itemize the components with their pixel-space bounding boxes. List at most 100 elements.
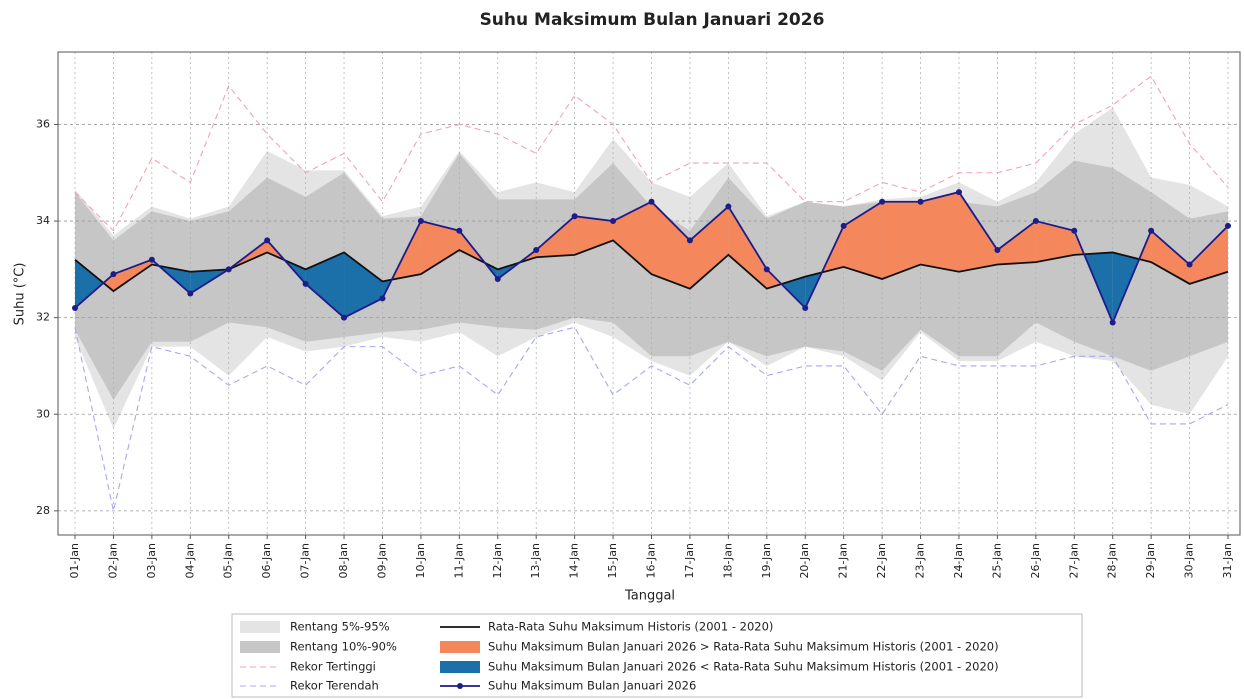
- legend-box: [231, 613, 1083, 698]
- diff-fill: [1151, 230, 1190, 284]
- diff-fill: [344, 252, 383, 318]
- y-tick-label: 28: [36, 504, 50, 517]
- chart-title: Suhu Maksimum Bulan Januari 2026: [480, 10, 825, 30]
- x-tick-label: 21-Jan: [837, 543, 850, 579]
- diff-fill: [958, 192, 998, 272]
- diff-fill: [1035, 221, 1075, 263]
- diff-fill: [1189, 225, 1228, 284]
- legend-label: Rentang 5%-95%: [290, 620, 390, 634]
- legend-label: Suhu Maksimum Bulan Januari 2026 < Rata-…: [488, 660, 999, 674]
- point: [1148, 227, 1155, 234]
- point: [302, 280, 309, 287]
- legend-swatch: [440, 661, 480, 673]
- diff-fill: [75, 259, 104, 308]
- x-axis-label: Tanggal: [624, 589, 675, 604]
- x-tick-label: 14-Jan: [568, 543, 581, 579]
- y-tick-label: 30: [36, 407, 50, 420]
- x-tick-label: 17-Jan: [683, 543, 696, 579]
- legend-label: Suhu Maksimum Bulan Januari 2026 > Rata-…: [488, 640, 999, 654]
- diff-fill: [113, 259, 152, 292]
- x-tick-label: 29-Jan: [1144, 543, 1157, 579]
- point: [879, 198, 886, 205]
- point: [110, 271, 117, 278]
- diff-fill: [920, 192, 959, 272]
- x-tick-label: 26-Jan: [1029, 543, 1042, 579]
- x-tick-label: 25-Jan: [990, 543, 1003, 579]
- legend-label: Rentang 10%-90%: [290, 640, 397, 654]
- x-tick-label: 27-Jan: [1067, 543, 1080, 579]
- point: [264, 237, 271, 244]
- x-tick-label: 10-Jan: [414, 543, 427, 579]
- x-tick-label: 04-Jan: [183, 543, 196, 579]
- diff-fill: [103, 274, 114, 292]
- x-tick-label: 22-Jan: [875, 543, 888, 579]
- x-tick-label: 02-Jan: [106, 543, 119, 579]
- diff-fill: [689, 206, 729, 289]
- point: [1225, 222, 1231, 229]
- x-tick-label: 19-Jan: [760, 543, 773, 579]
- line: [74, 239, 1229, 293]
- point: [955, 189, 962, 196]
- point: [840, 222, 847, 229]
- diff-fill: [781, 276, 806, 308]
- plot-frame: [57, 51, 1241, 536]
- x-tick-label: 07-Jan: [299, 543, 312, 579]
- legend-label: Rekor Terendah: [290, 679, 379, 693]
- point: [648, 198, 655, 205]
- legend-swatch: [240, 641, 280, 653]
- point: [1071, 227, 1078, 234]
- point: [417, 218, 424, 225]
- diff-fill: [613, 201, 652, 275]
- point: [994, 247, 1001, 254]
- x-tick-label: 13-Jan: [529, 543, 542, 579]
- x-tick-label: 05-Jan: [222, 543, 235, 579]
- x-tick-label: 06-Jan: [260, 543, 273, 579]
- point: [610, 218, 617, 225]
- legend-label: Rata-Rata Suhu Maksimum Historis (2001 -…: [488, 620, 773, 634]
- point: [187, 290, 194, 297]
- line: [74, 326, 1229, 511]
- y-tick-label: 36: [36, 117, 50, 130]
- x-tick-label: 18-Jan: [721, 543, 734, 579]
- x-tick-label: 09-Jan: [375, 543, 388, 579]
- diff-fill: [420, 221, 460, 275]
- point: [917, 198, 924, 205]
- point: [686, 237, 693, 244]
- x-tick-label: 11-Jan: [452, 543, 465, 579]
- legend-label: Rekor Tertinggi: [290, 660, 376, 674]
- diff-fill: [574, 216, 614, 255]
- point: [1109, 319, 1116, 326]
- x-tick-label: 16-Jan: [645, 543, 658, 579]
- point: [494, 276, 501, 283]
- x-tick-label: 03-Jan: [145, 543, 158, 579]
- point: [763, 266, 770, 273]
- legend-swatch-marker: [457, 683, 463, 689]
- point: [148, 256, 155, 263]
- x-tick-label: 24-Jan: [952, 543, 965, 579]
- x-tick-label: 12-Jan: [491, 543, 504, 579]
- diff-fill: [728, 206, 767, 289]
- diff-fill: [651, 201, 690, 289]
- line: [74, 75, 1229, 232]
- x-tick-label: 20-Jan: [798, 543, 811, 579]
- diff-fill: [997, 221, 1036, 265]
- diff-fill: [882, 201, 921, 280]
- point: [533, 247, 540, 254]
- x-tick-label: 08-Jan: [337, 543, 350, 579]
- diff-fill: [305, 252, 345, 318]
- point: [1186, 261, 1193, 268]
- point: [225, 266, 232, 273]
- point: [1032, 218, 1039, 225]
- point: [341, 314, 348, 321]
- diff-fill: [536, 216, 575, 258]
- y-tick-label: 32: [36, 311, 50, 324]
- diff-fill: [843, 201, 883, 280]
- x-tick-label: 01-Jan: [68, 543, 81, 579]
- x-tick-label: 23-Jan: [914, 543, 927, 579]
- legend-swatch: [440, 641, 480, 653]
- point: [725, 203, 732, 210]
- legend-swatch: [240, 621, 280, 633]
- point: [571, 213, 578, 220]
- legend-label: Suhu Maksimum Bulan Januari 2026: [488, 679, 696, 693]
